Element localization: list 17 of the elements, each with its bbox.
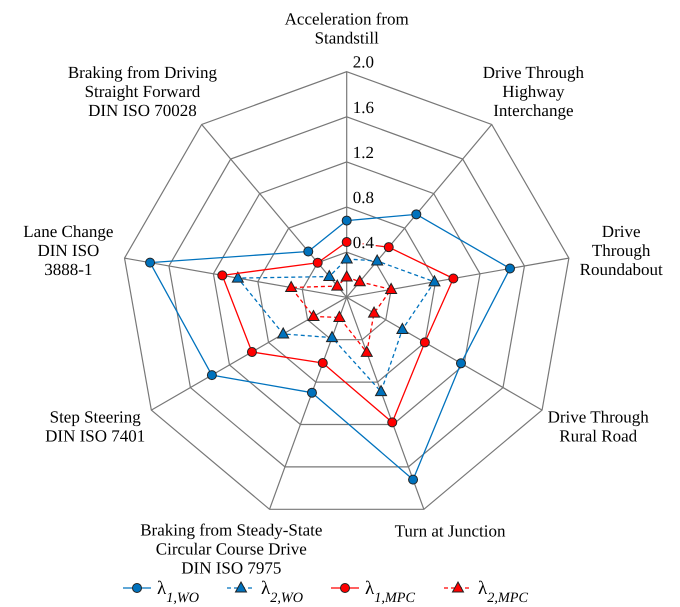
spoke-label: Drive Through Rural Road bbox=[548, 407, 650, 446]
spoke-label: Braking from Steady-State Circular Course Drive DIN ISO 7975 bbox=[140, 520, 322, 578]
spoke-label: Step Steering DIN ISO 7401 bbox=[45, 407, 146, 446]
spoke-label: Drive Through Highway Interchange bbox=[482, 63, 584, 120]
spoke-label: Acceleration from Standstill bbox=[284, 10, 409, 48]
spoke-label: Lane Change DIN ISO 3888-1 bbox=[23, 222, 114, 280]
spoke-label: Turn at Junction bbox=[394, 522, 506, 541]
y-tick-label: 0.8 bbox=[352, 188, 374, 208]
y-tick-label: 1.2 bbox=[352, 142, 374, 162]
spoke-label: Drive Through Roundabout bbox=[580, 222, 663, 280]
spoke-label: Braking from Driving Straight Forward DIN ISO 70028 bbox=[68, 63, 218, 120]
legend-label: λ$_{1,WO}$ bbox=[157, 578, 200, 606]
legend-label: λ$_{2,WO}$ bbox=[261, 578, 304, 606]
legend-label: λ$_{1,MPC}$ bbox=[365, 578, 416, 606]
y-tick-label: 1.6 bbox=[352, 98, 374, 117]
y-tick-label: 2.0 bbox=[352, 52, 374, 72]
legend-label: λ$_{2,MPC}$ bbox=[478, 578, 528, 606]
